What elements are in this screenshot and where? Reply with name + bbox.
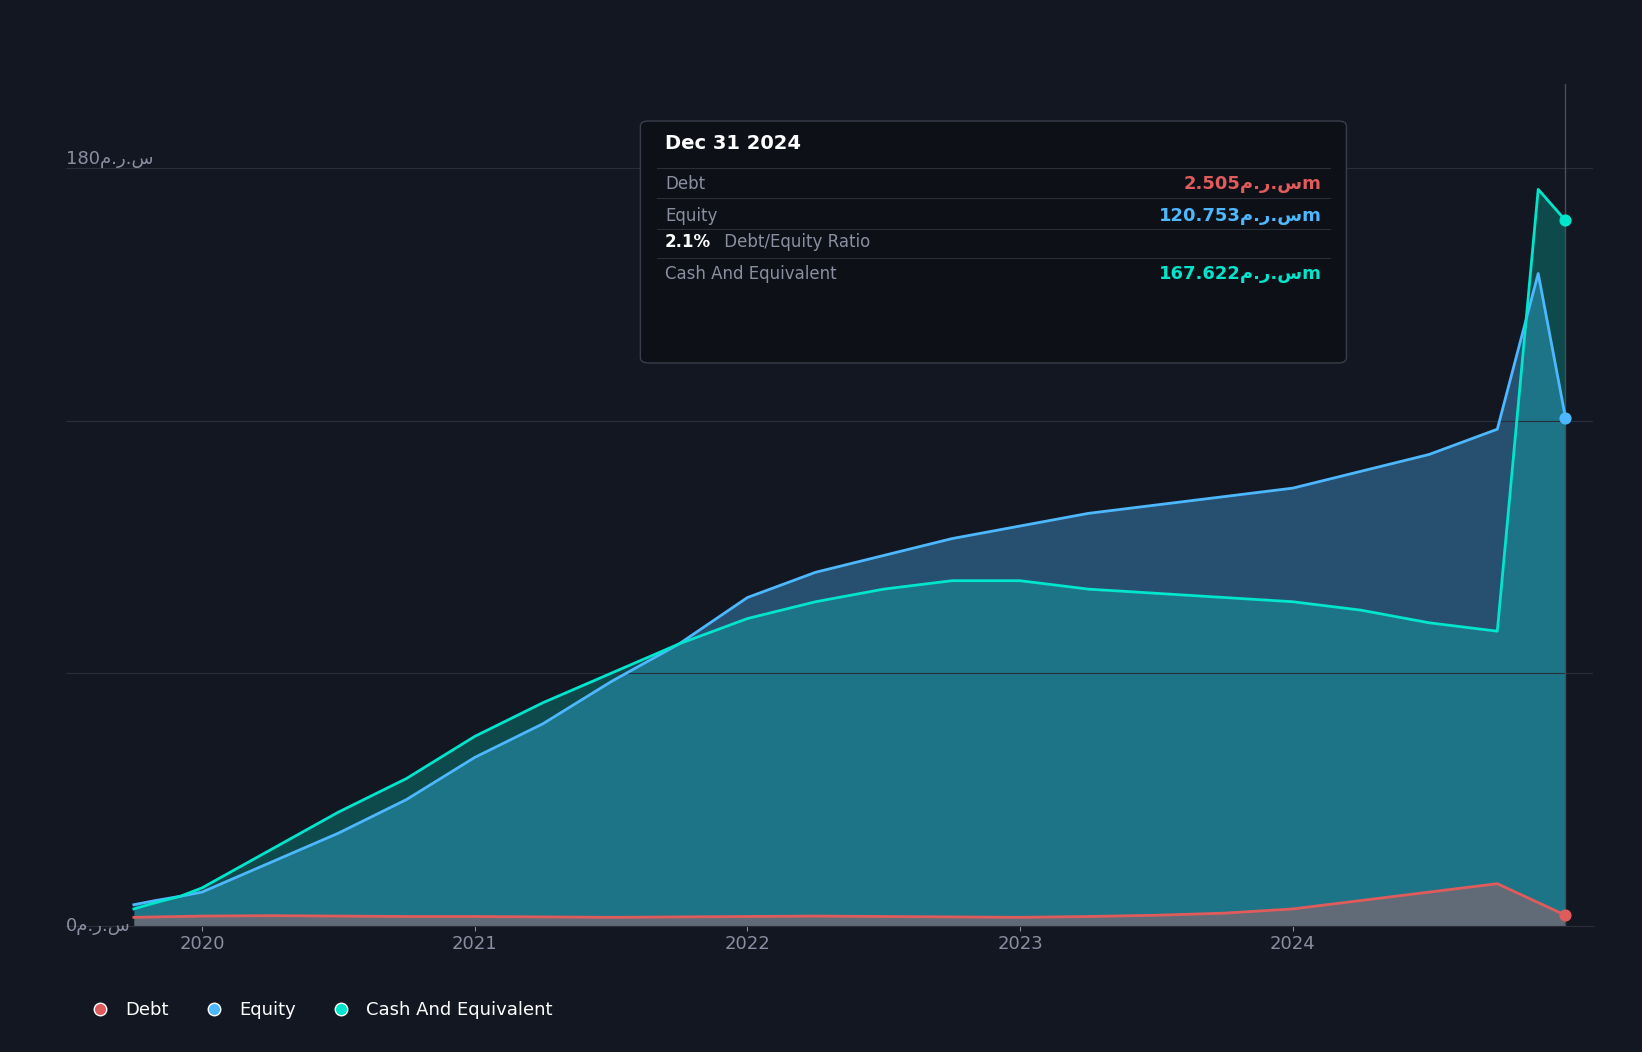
Text: 2.505م.ر.سm: 2.505م.ر.سm — [1184, 176, 1322, 194]
Text: 167.622م.ر.سm: 167.622م.ر.سm — [1159, 265, 1322, 283]
Text: Dec 31 2024: Dec 31 2024 — [665, 135, 801, 154]
Point — [1552, 907, 1578, 924]
Point — [1552, 409, 1578, 426]
Text: 180م.ر.س: 180م.ر.س — [66, 150, 153, 168]
Text: Equity: Equity — [665, 207, 718, 225]
Text: 0م.ر.س: 0م.ر.س — [66, 916, 130, 935]
Legend: Debt, Equity, Cash And Equivalent: Debt, Equity, Cash And Equivalent — [74, 994, 560, 1026]
Text: 2.1%: 2.1% — [665, 234, 711, 251]
Text: Debt: Debt — [665, 176, 704, 194]
Text: Cash And Equivalent: Cash And Equivalent — [665, 265, 837, 283]
Point — [1552, 213, 1578, 229]
Text: Debt/Equity Ratio: Debt/Equity Ratio — [719, 234, 870, 251]
Text: 120.753م.ر.سm: 120.753م.ر.سm — [1159, 207, 1322, 225]
